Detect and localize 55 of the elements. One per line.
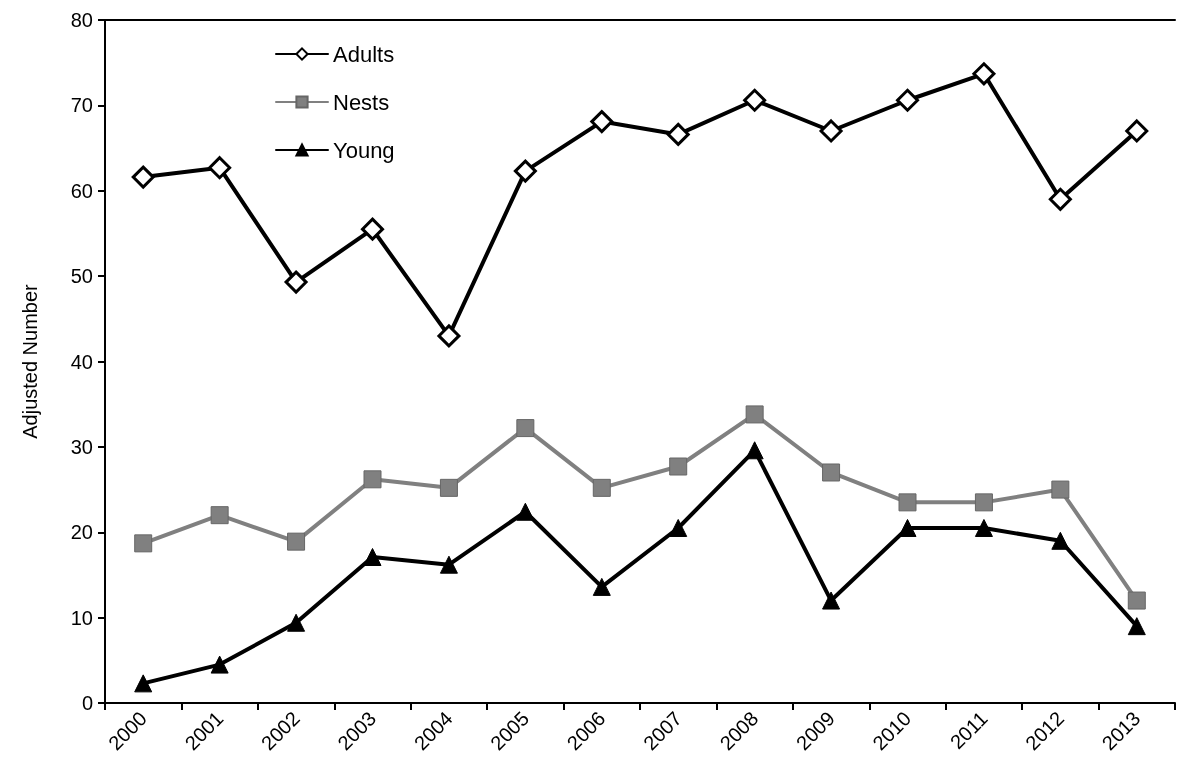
y-axis-title: Adjusted Number: [19, 283, 41, 439]
point: [822, 463, 841, 482]
point: [516, 502, 535, 521]
point: [592, 577, 611, 596]
point: [516, 419, 535, 438]
point: [287, 532, 306, 551]
point: [896, 88, 919, 112]
point: [974, 493, 993, 512]
point: [745, 405, 764, 424]
point: [363, 470, 382, 489]
point: [669, 518, 688, 537]
point: [439, 555, 458, 574]
y-tick-label: 0: [81, 692, 93, 714]
legend-label: Adults: [333, 41, 395, 67]
point: [669, 457, 688, 476]
point: [898, 518, 917, 537]
y-tick-label: 60: [70, 179, 93, 202]
point: [439, 478, 458, 497]
point: [361, 217, 384, 241]
point: [134, 534, 153, 553]
legend-label: Young: [333, 137, 395, 163]
point: [513, 159, 537, 183]
point: [590, 110, 614, 134]
point: [210, 506, 229, 525]
y-tick-label: 70: [70, 94, 93, 117]
point: [1127, 617, 1146, 636]
point: [210, 655, 229, 674]
point: [745, 441, 764, 460]
point: [974, 518, 993, 537]
point: [743, 88, 767, 112]
y-tick-label: 30: [70, 435, 93, 458]
y-tick-label: 40: [70, 350, 93, 373]
y-tick-label: 50: [70, 265, 93, 288]
point: [592, 478, 611, 497]
legend-label: Nests: [333, 89, 390, 115]
point: [819, 119, 843, 143]
point: [1048, 187, 1072, 211]
point: [666, 122, 690, 146]
y-tick-label: 20: [70, 521, 93, 544]
point: [131, 165, 155, 189]
point: [822, 591, 841, 610]
point: [363, 548, 382, 567]
point: [287, 613, 306, 632]
point: [972, 62, 996, 86]
point: [284, 270, 308, 294]
point: [437, 324, 461, 348]
point: [898, 493, 917, 512]
y-tick-label: 10: [70, 606, 93, 629]
point: [1051, 531, 1070, 550]
point: [1125, 119, 1149, 143]
point: [1127, 591, 1146, 610]
point: [134, 674, 153, 693]
y-tick-label: 80: [70, 9, 93, 31]
point: [208, 156, 232, 180]
point: [1051, 480, 1070, 499]
